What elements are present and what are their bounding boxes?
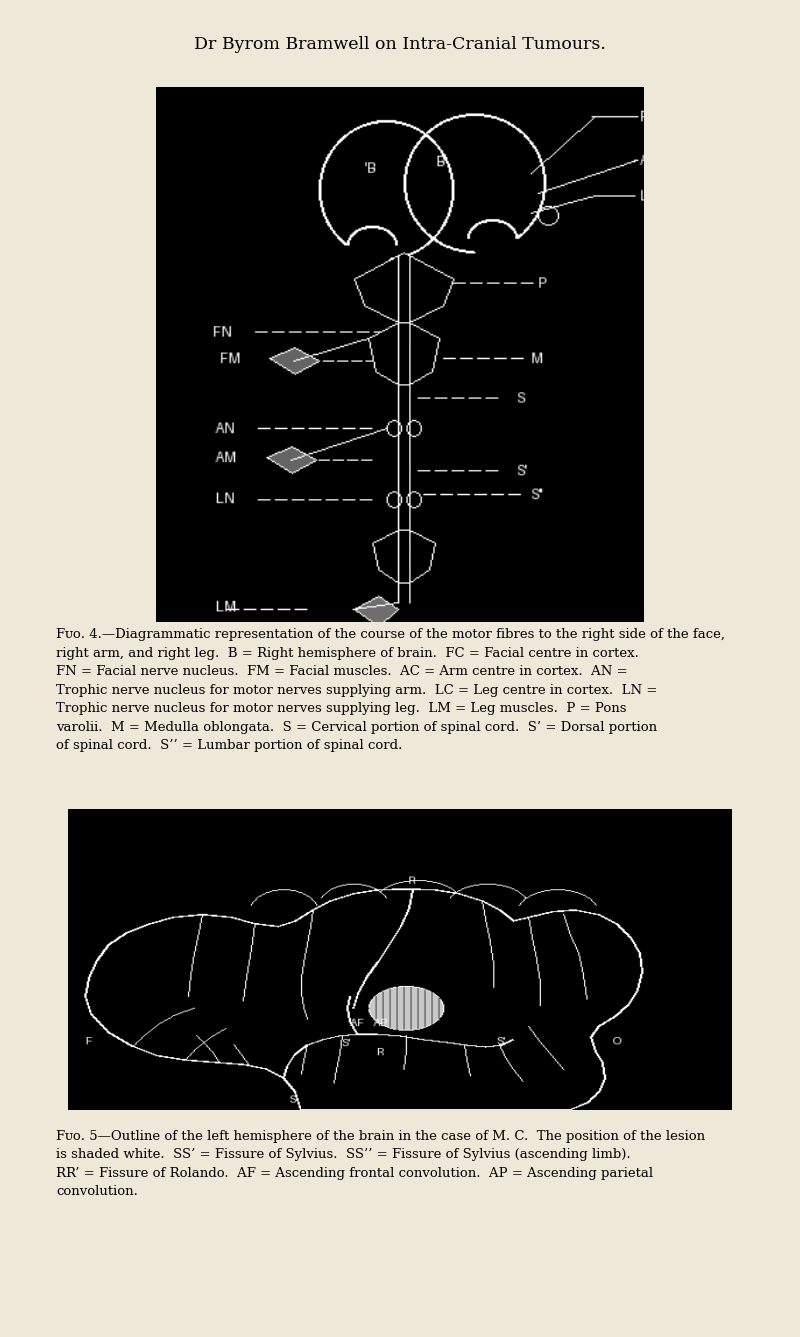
- Text: Fᴜᴏ. 5—Outline of the left hemisphere of the brain in the case of M. C.  The pos: Fᴜᴏ. 5—Outline of the left hemisphere of…: [56, 1130, 705, 1198]
- Text: Dr Byrom Bramwell on Intra-Cranial Tumours.: Dr Byrom Bramwell on Intra-Cranial Tumou…: [194, 36, 606, 53]
- Text: Fᴜᴏ. 4.—Diagrammatic representation of the course of the motor fibres to the rig: Fᴜᴏ. 4.—Diagrammatic representation of t…: [56, 628, 725, 753]
